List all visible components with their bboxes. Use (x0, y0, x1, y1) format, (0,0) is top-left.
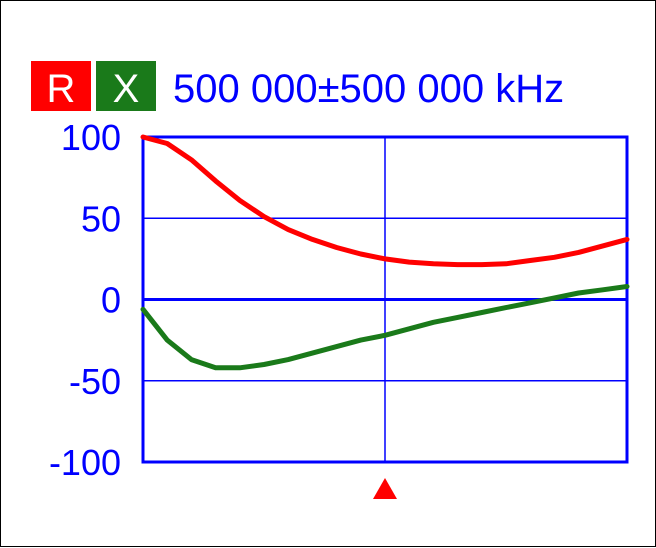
series-lines (140, 134, 630, 371)
y-tick-labels: 100 50 0 -50 -100 (49, 117, 121, 483)
legend-r-label: R (47, 67, 76, 111)
legend-x-label: X (113, 67, 140, 111)
center-marker-icon (373, 478, 397, 499)
legend: R X (31, 61, 156, 111)
y-tick-label: 0 (101, 280, 121, 321)
y-tick-label: 100 (61, 117, 121, 158)
y-tick-label: 50 (81, 198, 121, 239)
y-tick-label: -50 (69, 361, 121, 402)
series-x-line (140, 284, 630, 371)
frequency-readout: 500 000±500 000 kHz (173, 67, 564, 111)
series-r-line (140, 134, 630, 268)
legend-r-badge (31, 61, 91, 111)
y-tick-label: -100 (49, 442, 121, 483)
legend-x-badge (96, 61, 156, 111)
